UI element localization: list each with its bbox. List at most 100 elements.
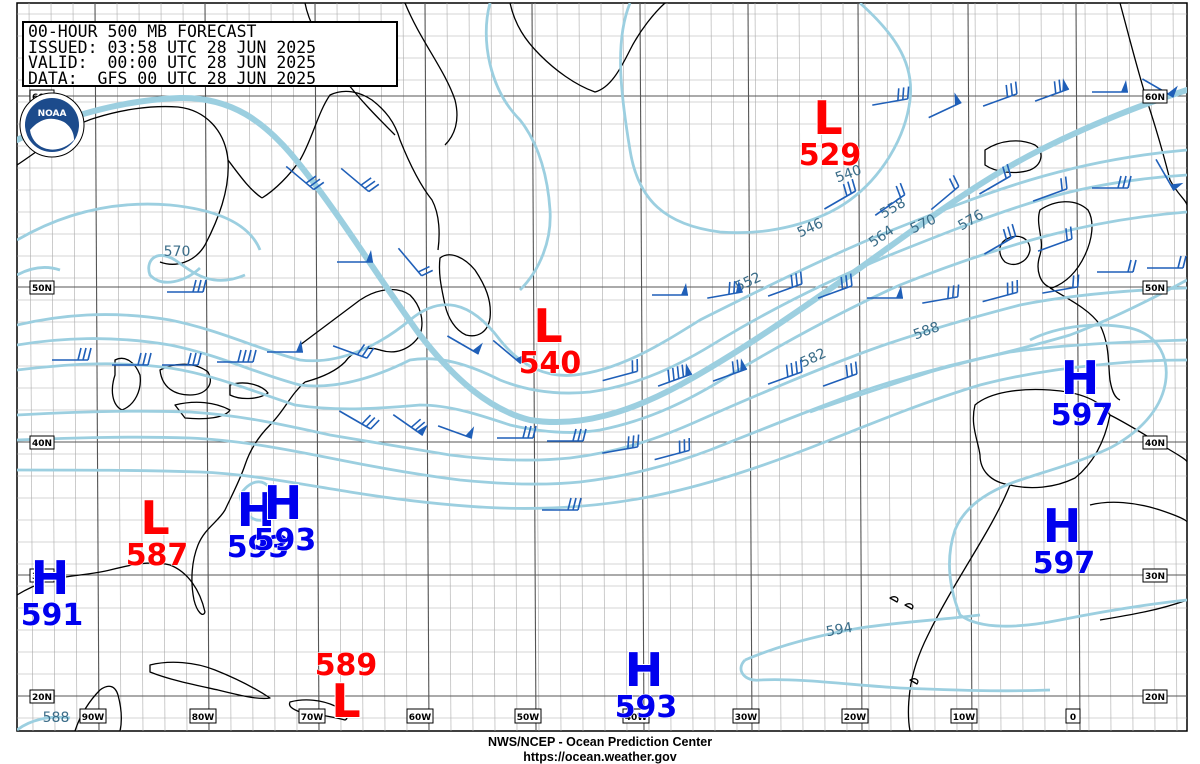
wind-barb xyxy=(339,410,380,430)
lat-label-20n-left: 20N xyxy=(29,689,55,704)
wind-barb xyxy=(867,286,903,299)
svg-text:40N: 40N xyxy=(1145,439,1165,449)
forecast-header: 00-HOUR 500 MB FORECAST ISSUED: 03:58 UTC… xyxy=(22,21,398,87)
contour-greenland-north xyxy=(484,3,552,291)
header-data: DATA: GFS 00 UTC 28 JUN 2025 xyxy=(28,68,317,88)
lon-label-60w: 60W xyxy=(406,708,434,724)
wind-barbs xyxy=(52,78,1187,511)
svg-text:L: L xyxy=(140,491,169,545)
svg-text:70W: 70W xyxy=(301,713,324,723)
wind-barb xyxy=(767,359,803,385)
lat-label-40n-left: 40N xyxy=(29,435,55,450)
lat-lon-grid xyxy=(17,3,1187,731)
wind-barb xyxy=(447,335,483,355)
lon-label-10w: 10W xyxy=(950,708,978,724)
contour-fringe-west xyxy=(17,266,277,522)
svg-text:591: 591 xyxy=(21,598,84,633)
wind-barb xyxy=(267,340,303,353)
contour-564 xyxy=(17,286,1187,462)
contour-594-loop xyxy=(948,323,1187,628)
wind-barb xyxy=(1037,226,1073,252)
wind-barb xyxy=(822,361,858,387)
wind-barb xyxy=(712,358,748,382)
contour-588 xyxy=(17,278,1187,731)
coast-canaries xyxy=(909,678,919,685)
coast-azores xyxy=(889,596,914,610)
header-issued: ISSUED: 03:58 UTC 28 JUN 2025 xyxy=(28,37,317,57)
lon-label-90w: 90W xyxy=(79,708,107,724)
svg-text:593: 593 xyxy=(227,530,290,565)
svg-text:20N: 20N xyxy=(32,693,52,703)
svg-text:30N: 30N xyxy=(1145,572,1165,582)
coast-yucatan xyxy=(74,685,122,731)
wind-barb xyxy=(922,284,960,304)
svg-text:L: L xyxy=(813,91,842,145)
svg-text:587: 587 xyxy=(126,538,189,573)
coast-hispaniola xyxy=(288,699,348,721)
lat-label-60n-right: 60N xyxy=(1142,89,1168,104)
wind-barb xyxy=(824,178,857,210)
wind-barb xyxy=(1092,175,1132,189)
wind-barb xyxy=(112,352,152,366)
wind-barb xyxy=(657,363,693,387)
wind-barb xyxy=(1097,259,1137,273)
lon-label-30w: 30W xyxy=(732,708,760,724)
noaa-logo-text: NOAA xyxy=(38,109,67,119)
wind-barb xyxy=(340,167,380,193)
wind-barb xyxy=(928,92,962,119)
svg-text:10W: 10W xyxy=(953,713,976,723)
wind-barb xyxy=(982,81,1018,107)
wind-barb xyxy=(707,280,743,299)
lon-label-40w: 40W xyxy=(622,708,650,724)
header-valid: VALID: 00:00 UTC 28 JUN 2025 xyxy=(28,53,317,72)
wind-barb xyxy=(397,247,434,277)
lon-label-20w: 20W xyxy=(841,708,869,724)
svg-text:597: 597 xyxy=(1033,546,1096,581)
jet-stream xyxy=(17,87,1187,426)
wind-barb xyxy=(654,437,691,461)
lat-label-30n-left: 30N xyxy=(29,568,55,583)
wind-barb xyxy=(1142,78,1178,98)
wind-barb xyxy=(982,279,1019,303)
contour-label: 570 xyxy=(164,244,191,260)
wind-barb xyxy=(285,165,325,191)
svg-text:30N: 30N xyxy=(32,572,52,582)
wind-barb xyxy=(1155,159,1184,191)
noaa-logo-bird-icon xyxy=(30,118,74,150)
footer-agency: NWS/NCEP - Ocean Prediction Center xyxy=(487,735,713,749)
svg-text:80W: 80W xyxy=(192,713,215,723)
coast-great-lakes xyxy=(111,357,269,420)
noaa-logo: NOAA xyxy=(19,92,85,158)
contour-label: 594 xyxy=(825,620,854,640)
coast-labrador xyxy=(261,90,440,251)
svg-text:593: 593 xyxy=(254,523,317,558)
contour-582 xyxy=(17,358,1187,510)
wind-barb xyxy=(437,425,475,439)
svg-text:597: 597 xyxy=(1051,398,1114,433)
wind-barb xyxy=(1147,255,1187,269)
svg-text:20N: 20N xyxy=(1145,693,1165,703)
svg-text:60W: 60W xyxy=(409,713,432,723)
wind-barb xyxy=(1034,78,1070,102)
coast-africa xyxy=(907,484,1187,731)
wind-barb xyxy=(547,428,587,442)
coast-newfoundland xyxy=(438,254,491,337)
height-contours xyxy=(17,3,1187,731)
svg-text:30W: 30W xyxy=(735,713,758,723)
svg-text:50W: 50W xyxy=(517,713,540,723)
wind-barb xyxy=(602,434,640,454)
wind-barb xyxy=(52,347,92,361)
coast-mediterranean xyxy=(1089,414,1187,523)
lat-label-30n-right: 30N xyxy=(1142,568,1168,583)
svg-text:H: H xyxy=(264,476,303,530)
axis-labels: 60N60N50N50N40N40N30N30N20N20N90W80W70W6… xyxy=(29,89,1168,724)
svg-text:529: 529 xyxy=(799,138,862,173)
svg-text:589: 589 xyxy=(315,648,378,683)
svg-text:H: H xyxy=(237,483,276,537)
